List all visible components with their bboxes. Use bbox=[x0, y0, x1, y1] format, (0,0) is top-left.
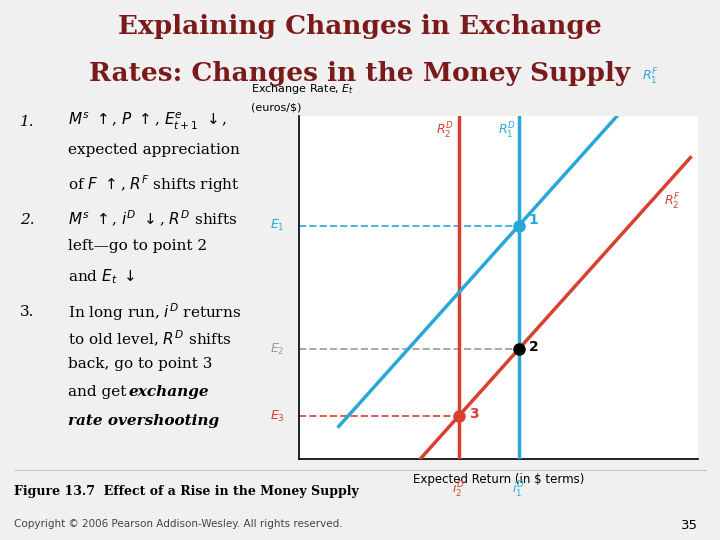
Text: 1.: 1. bbox=[20, 115, 35, 129]
Text: $E_3$: $E_3$ bbox=[270, 409, 285, 424]
Text: $R_2^F$: $R_2^F$ bbox=[665, 192, 681, 212]
Text: 1: 1 bbox=[528, 213, 539, 227]
Text: 2.: 2. bbox=[20, 213, 35, 227]
X-axis label: Expected Return (in $ terms): Expected Return (in $ terms) bbox=[413, 473, 585, 486]
Text: left—go to point 2: left—go to point 2 bbox=[68, 239, 207, 253]
Text: $M^s$ $\uparrow$, $P$ $\uparrow$, $E^e_{t+1}$ $\downarrow$,: $M^s$ $\uparrow$, $P$ $\uparrow$, $E^e_{… bbox=[68, 111, 228, 132]
Text: 3: 3 bbox=[469, 407, 478, 421]
Text: expected appreciation: expected appreciation bbox=[68, 143, 240, 157]
Text: $i_1^D$: $i_1^D$ bbox=[512, 480, 525, 500]
Text: rate overshooting: rate overshooting bbox=[68, 414, 220, 428]
Text: and get: and get bbox=[68, 386, 132, 400]
Text: Figure 13.7  Effect of a Rise in the Money Supply: Figure 13.7 Effect of a Rise in the Mone… bbox=[14, 485, 359, 498]
Text: 35: 35 bbox=[681, 519, 698, 532]
Text: $i_2^D$: $i_2^D$ bbox=[452, 480, 465, 500]
Text: and $E_t$ $\downarrow$: and $E_t$ $\downarrow$ bbox=[68, 267, 135, 286]
Text: Explaining Changes in Exchange: Explaining Changes in Exchange bbox=[118, 14, 602, 39]
Text: 3.: 3. bbox=[20, 305, 35, 319]
Text: (euros/$): (euros/$) bbox=[251, 103, 301, 113]
Text: Copyright © 2006 Pearson Addison-Wesley. All rights reserved.: Copyright © 2006 Pearson Addison-Wesley.… bbox=[14, 519, 343, 529]
Text: back, go to point 3: back, go to point 3 bbox=[68, 357, 213, 371]
Text: $E_1$: $E_1$ bbox=[270, 218, 285, 233]
Text: to old level, $R^D$ shifts: to old level, $R^D$ shifts bbox=[68, 329, 232, 349]
Text: $R_2^D$: $R_2^D$ bbox=[436, 122, 454, 141]
Text: Exchange Rate, $E_t$: Exchange Rate, $E_t$ bbox=[251, 82, 354, 96]
Text: $M^s$ $\uparrow$, $i^D$ $\downarrow$, $R^D$ shifts: $M^s$ $\uparrow$, $i^D$ $\downarrow$, $R… bbox=[68, 209, 238, 229]
Text: $R_1^D$: $R_1^D$ bbox=[498, 122, 516, 141]
Text: exchange: exchange bbox=[128, 386, 209, 400]
Text: of $F$ $\uparrow$, $R^F$ shifts right: of $F$ $\uparrow$, $R^F$ shifts right bbox=[68, 173, 240, 195]
Text: 2: 2 bbox=[528, 340, 539, 354]
Text: Rates: Changes in the Money Supply: Rates: Changes in the Money Supply bbox=[89, 61, 631, 86]
Text: In long run, $i^D$ returns: In long run, $i^D$ returns bbox=[68, 301, 241, 322]
Text: $R_1^F$: $R_1^F$ bbox=[642, 67, 659, 87]
Text: $E_2$: $E_2$ bbox=[270, 342, 285, 357]
